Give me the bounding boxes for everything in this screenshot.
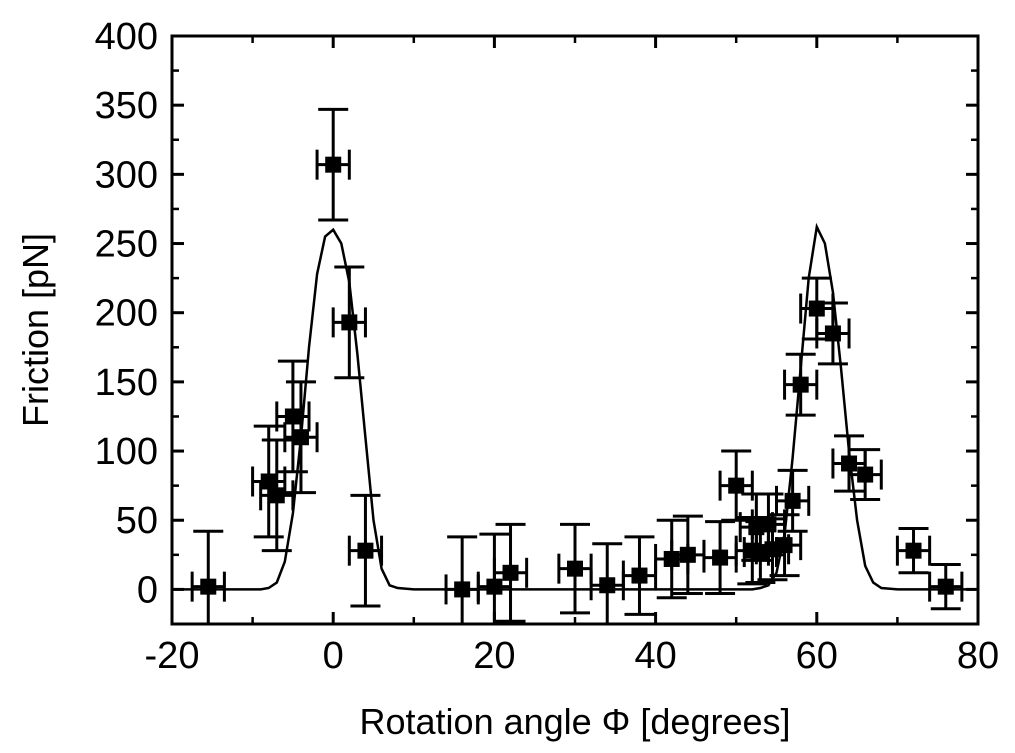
point-marker: [200, 578, 217, 595]
y-tick-label: 50: [116, 500, 158, 542]
data-point: [766, 513, 803, 578]
point-marker: [357, 542, 374, 559]
data-point: [283, 380, 319, 495]
point-marker: [268, 487, 285, 504]
y-tick-label: 350: [95, 85, 158, 127]
data-point: [847, 448, 883, 501]
y-tick-label: 400: [95, 16, 158, 58]
data-point: [895, 527, 932, 575]
data-point: [190, 529, 226, 624]
point-marker: [728, 477, 745, 494]
point-marker: [808, 300, 825, 317]
data-point: [775, 468, 811, 533]
y-tick-label: 200: [95, 293, 158, 335]
data-point: [259, 438, 295, 553]
y-tick-label: 150: [95, 362, 158, 404]
x-tick-label: 20: [473, 635, 515, 677]
data-point: [621, 535, 658, 616]
data-point: [347, 493, 384, 608]
tick-labels: -20 0 20 40 60 80 0 50 100 150 200 250 300 350 400: [95, 16, 1000, 677]
point-marker: [284, 408, 301, 425]
x-tick-label: 40: [634, 635, 676, 677]
point-marker: [905, 542, 922, 559]
data-point: [315, 107, 351, 222]
point-marker: [454, 581, 471, 598]
x-tick-label: 80: [957, 635, 999, 677]
point-marker: [776, 537, 793, 554]
point-marker: [824, 325, 841, 342]
data-point: [275, 359, 311, 474]
x-tick-label: -20: [145, 635, 200, 677]
y-tick-label: 300: [95, 154, 158, 196]
data-point: [670, 514, 706, 596]
point-marker: [857, 466, 874, 483]
point-marker: [599, 577, 616, 594]
point-marker: [784, 492, 801, 509]
point-marker: [292, 429, 309, 446]
data-point: [702, 520, 738, 596]
data-point: [444, 535, 480, 624]
point-marker: [937, 578, 954, 595]
point-marker: [679, 546, 696, 563]
data-point: [251, 424, 287, 539]
data-point: [718, 449, 754, 522]
data-point: [331, 265, 367, 380]
point-marker: [325, 156, 342, 173]
data-point: [783, 352, 819, 417]
data-point: [557, 522, 593, 615]
data-point: [928, 563, 964, 611]
point-marker: [792, 376, 809, 393]
plot-frame: [170, 34, 980, 626]
point-marker: [631, 567, 648, 584]
point-marker: [712, 549, 729, 566]
point-marker: [341, 314, 358, 331]
data-point: [492, 522, 529, 623]
y-axis-label: Friction [pN]: [15, 233, 56, 427]
point-marker: [502, 564, 519, 581]
data-point: [589, 542, 625, 624]
y-tick-label: 250: [95, 224, 158, 266]
x-axis-label: Rotation angle Φ [degrees]: [360, 701, 791, 742]
x-tick-label: 0: [323, 635, 344, 677]
y-tick-label: 100: [95, 431, 158, 473]
data-points: [190, 107, 964, 624]
y-tick-label: 0: [137, 569, 158, 611]
point-marker: [567, 560, 583, 577]
point-marker: [260, 473, 277, 490]
x-tick-label: 60: [796, 635, 838, 677]
data-point: [815, 301, 851, 366]
